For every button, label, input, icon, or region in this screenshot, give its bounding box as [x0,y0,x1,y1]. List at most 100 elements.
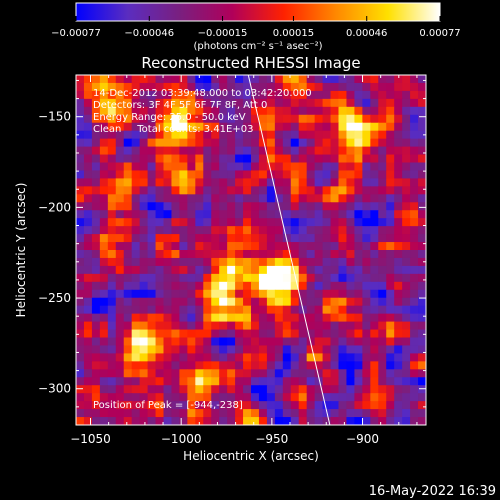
heatmap-cell [338,98,348,108]
heatmap-cell [394,218,403,227]
heatmap-cell [402,321,411,331]
heatmap-cell [163,273,173,283]
heatmap-cell [163,178,173,187]
heatmap-cell [139,194,149,203]
heatmap-cell [298,170,308,179]
heatmap-cell [91,353,101,362]
heatmap-cell [195,138,204,148]
heatmap-cell [91,393,101,402]
heatmap-cell [274,98,284,108]
heatmap-cell [243,130,252,140]
colorbar-tick-label: 0.00077 [419,28,460,39]
heatmap-cell [235,194,244,203]
heatmap-cell [338,345,348,354]
heatmap-cell [266,90,276,100]
heatmap-cell [179,226,188,235]
heatmap-cell [107,218,117,227]
heatmap-cell [394,297,403,307]
heatmap-cell [99,273,109,283]
heatmap-cell [314,250,324,259]
heatmap-cell [282,289,292,299]
heatmap-cell [338,273,348,283]
heatmap-cell [362,210,371,219]
heatmap-cell [227,202,236,211]
heatmap-cell [195,337,204,347]
heatmap-cell [147,186,157,195]
heatmap-cell [354,138,363,148]
heatmap-cell [107,409,117,418]
heatmap-cell [227,337,236,347]
heatmap-cell [314,114,324,124]
heatmap-cell [354,98,363,108]
heatmap-cell [115,305,125,315]
heatmap-cell [362,194,371,203]
heatmap-cell [235,75,244,84]
heatmap-cell [187,210,196,219]
heatmap-cell [163,98,173,108]
heatmap-cell [163,313,173,323]
heatmap-cell [131,130,141,140]
x-axis-label: Heliocentric X (arcsec) [183,449,319,463]
heatmap-cell [139,289,149,299]
heatmap-cell [386,345,395,354]
heatmap-cell [402,281,411,291]
heatmap-cell [266,393,276,402]
heatmap-cell [314,106,324,116]
heatmap-cell [330,130,340,140]
heatmap-cell [394,122,403,132]
heatmap-cell [203,82,212,92]
heatmap-cell [211,130,220,140]
heatmap-cell [394,321,403,331]
heatmap-cell [243,289,252,299]
heatmap-cell [251,273,260,283]
heatmap-cell [115,90,125,100]
heatmap-cell [107,186,117,195]
heatmap-cell [378,154,387,164]
heatmap-cell [99,321,109,331]
heatmap-cell [346,234,355,243]
heatmap-cell [354,281,363,291]
heatmap-cell [418,257,426,267]
heatmap-cell [322,313,332,323]
heatmap-cell [298,297,308,307]
heatmap-cell [274,90,284,100]
heatmap-cell [139,122,149,132]
heatmap-cell [123,329,133,339]
heatmap-cell [155,265,165,275]
heatmap-cell [219,385,228,394]
heatmap-cell [171,186,180,195]
heatmap-cell [171,369,180,378]
heatmap-cell [195,321,204,331]
heatmap-cell [251,289,260,299]
heatmap-cell [378,257,387,267]
heatmap-cell [115,106,125,116]
heatmap-cell [322,305,332,315]
heatmap-cell [83,345,93,354]
heatmap-cell [219,178,228,187]
heatmap-cell [314,329,324,339]
heatmap-cell [76,321,85,331]
heatmap-cell [227,353,236,362]
heatmap-cell [83,90,93,100]
heatmap-cell [187,297,196,307]
heatmap-cell [171,393,180,402]
heatmap-cell [235,122,244,132]
heatmap-cell [274,321,284,331]
heatmap-cell [370,90,379,100]
heatmap-cell [266,82,276,92]
heatmap-cell [330,162,340,172]
heatmap-cell [274,265,284,275]
heatmap-cell [187,353,196,362]
heatmap-cell [227,297,236,307]
heatmap-cell [107,297,117,307]
heatmap-cell [386,281,395,291]
heatmap-cell [179,337,188,347]
heatmap-cell [274,377,284,386]
heatmap-cell [163,114,173,124]
y-tick-label: −250 [38,291,71,305]
heatmap-cell [203,234,212,243]
heatmap-cell [258,409,268,418]
heatmap-cell [290,297,300,307]
heatmap-cell [410,130,419,140]
heatmap-cell [330,377,340,386]
